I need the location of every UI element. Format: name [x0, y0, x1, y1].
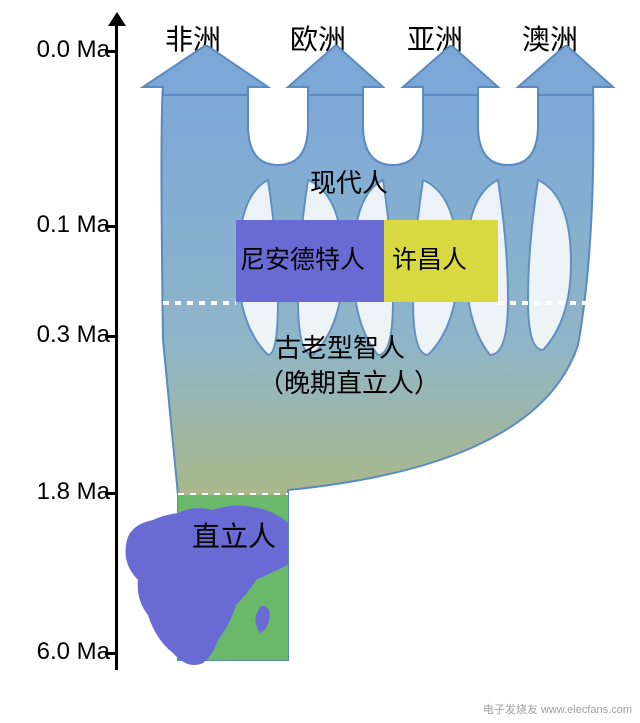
- tick-label: 0.0 Ma: [37, 36, 110, 64]
- tick-label: 0.3 Ma: [37, 321, 110, 349]
- tick-label: 0.1 Ma: [37, 211, 110, 239]
- watermark: 电子发烧友 www.elecfans.com: [483, 701, 632, 717]
- arrowheads: [143, 45, 613, 95]
- homo-erectus-label: 直立人: [192, 515, 276, 555]
- tick-label: 1.8 Ma: [37, 478, 110, 506]
- neanderthal-label: 尼安德特人: [240, 240, 365, 276]
- late-homo-erectus-label: （晚期直立人）: [258, 363, 440, 400]
- archaic-homo-sapiens-label: 古老型智人: [275, 328, 405, 365]
- tick-label: 6.0 Ma: [37, 638, 110, 666]
- modern-human-label: 现代人: [310, 163, 388, 200]
- xuchang-label: 许昌人: [392, 240, 467, 276]
